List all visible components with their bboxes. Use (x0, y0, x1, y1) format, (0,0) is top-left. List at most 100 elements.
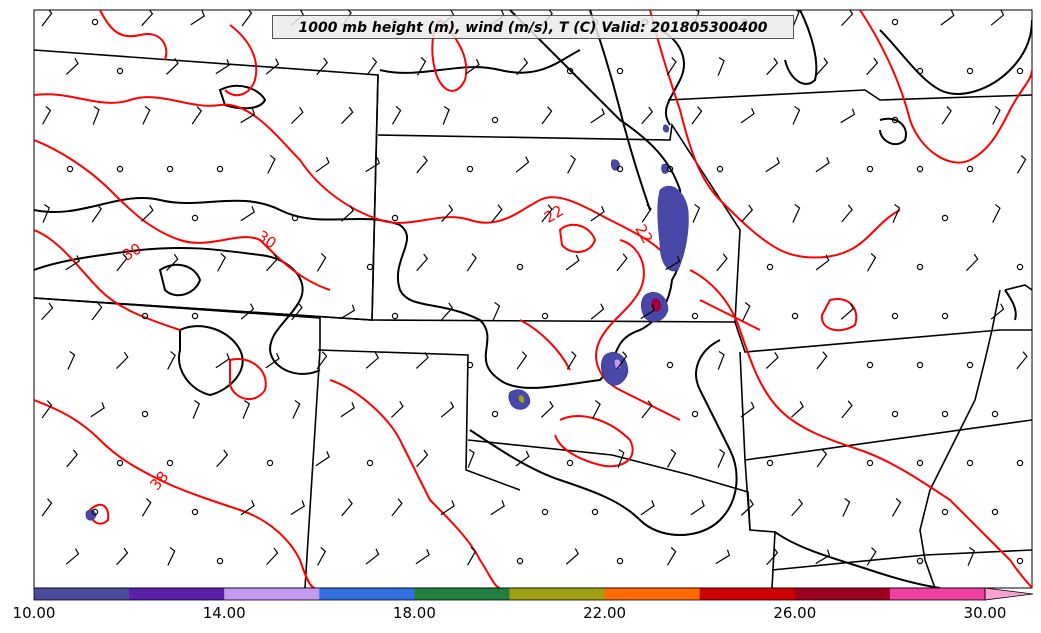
wind-barb (515, 156, 530, 173)
calm-wind-circle (991, 508, 999, 516)
wind-barb (467, 547, 477, 566)
colorbar-tick-label: 18.00 (392, 604, 436, 622)
calm-wind-circle (916, 263, 924, 271)
wind-barb (191, 106, 202, 125)
wind-barb (842, 497, 851, 517)
calm-wind-circle (916, 557, 924, 565)
wind-barb (640, 304, 656, 320)
wind-barb (590, 108, 605, 124)
wind-barb (541, 106, 553, 125)
colorbar-segment (224, 588, 320, 600)
wind-barb (791, 498, 804, 517)
wind-barb (441, 302, 454, 321)
wind-barb (815, 157, 830, 173)
wind-barb (692, 203, 701, 223)
wind-barb (941, 106, 952, 125)
wind-barb (440, 500, 455, 516)
wind-barb (116, 253, 128, 272)
calm-wind-circle (666, 165, 674, 173)
wind-barb (1016, 155, 1027, 174)
wind-barb (340, 402, 355, 418)
wind-barb (990, 10, 1005, 26)
wind-barb (416, 155, 428, 174)
wind-barb (316, 57, 329, 76)
colorbar-segment (509, 588, 606, 600)
calm-wind-circle (766, 459, 774, 467)
wind-barb (866, 57, 879, 76)
calm-wind-circle (116, 459, 124, 467)
wind-barb (815, 549, 831, 565)
wind-barb (616, 253, 628, 272)
wind-barb (440, 401, 455, 418)
calm-wind-circle (916, 165, 924, 173)
wind-barb (391, 106, 402, 125)
wind-barb (365, 157, 381, 173)
wind-barb (41, 400, 53, 419)
wind-barb (242, 399, 251, 419)
calm-wind-circle (916, 361, 924, 369)
calm-wind-circle (466, 361, 474, 369)
wind-barb (240, 206, 255, 222)
wind-barb (340, 205, 354, 222)
wind-barb (66, 449, 78, 468)
wind-barb (416, 253, 429, 272)
wind-barb (590, 205, 605, 222)
wind-barb (666, 547, 677, 566)
calm-wind-circle (966, 165, 974, 173)
calm-wind-circle (266, 459, 274, 467)
calm-wind-circle (1016, 67, 1024, 75)
wind-barb (716, 253, 728, 272)
calm-wind-circle (791, 312, 799, 320)
wind-barb (766, 547, 779, 566)
wind-barb (590, 303, 605, 320)
wind-barb (792, 105, 801, 125)
colorbar-tick-label: 26.00 (773, 604, 817, 622)
calm-wind-circle (191, 214, 199, 222)
calm-wind-circle (516, 263, 524, 271)
wind-barb (240, 499, 255, 516)
calm-wind-circle (366, 263, 374, 271)
calm-wind-circle (141, 410, 149, 418)
calm-wind-circle (541, 508, 549, 516)
wind-barb (740, 499, 754, 516)
wind-barb (241, 10, 253, 27)
calm-wind-circle (566, 67, 574, 75)
wind-barb (766, 57, 779, 76)
calm-wind-circle (616, 67, 624, 75)
calm-wind-circle (941, 508, 949, 516)
wind-barb (841, 204, 853, 223)
wind-barb (415, 549, 430, 565)
calm-wind-circle (941, 410, 949, 418)
wind-barb (765, 352, 779, 369)
wind-barb (666, 57, 677, 76)
calm-wind-circle (916, 67, 924, 75)
wind-barb (866, 253, 877, 272)
wind-barb (215, 59, 230, 75)
wind-barb (892, 203, 901, 223)
wind-barb (866, 547, 877, 566)
wind-barb (216, 449, 229, 468)
wind-barb (116, 351, 129, 369)
colorbar-tick-label: 22.00 (583, 604, 627, 622)
wind-barb (116, 547, 129, 566)
wind-barb (515, 450, 530, 467)
colorbar-extend-arrow (984, 587, 1034, 601)
calm-wind-circle (91, 18, 99, 26)
wind-barb (290, 500, 306, 516)
wind-barb (516, 57, 529, 76)
calm-wind-circle (691, 410, 699, 418)
colorbar-segment (129, 588, 225, 600)
wind-barb (265, 58, 280, 75)
colorbar-segment (794, 588, 891, 600)
wind-barb (841, 10, 854, 27)
height-contours (34, 10, 1032, 588)
wind-barb (516, 351, 528, 370)
map-panel (33, 9, 1033, 589)
calm-wind-circle (966, 67, 974, 75)
wind-barb (42, 106, 52, 125)
wind-barb (391, 498, 403, 517)
calm-wind-circle (516, 557, 524, 565)
calm-wind-circle (666, 361, 674, 369)
calm-wind-circle (891, 116, 899, 124)
wind-barb (592, 399, 601, 419)
